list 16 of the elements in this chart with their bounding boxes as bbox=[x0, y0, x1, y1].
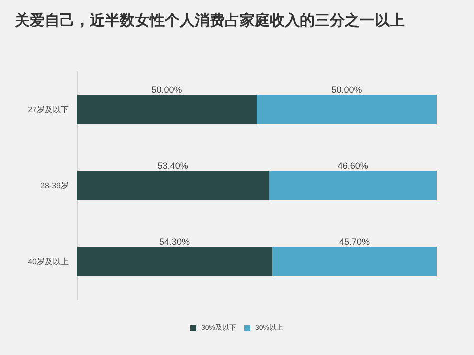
data-label: 46.60% bbox=[338, 161, 368, 172]
bar bbox=[257, 96, 437, 124]
y-tick-label: 27岁及以下 bbox=[28, 106, 69, 114]
data-label: 53.40% bbox=[158, 161, 188, 172]
bar bbox=[272, 248, 437, 276]
bar bbox=[77, 172, 270, 200]
bar bbox=[269, 172, 437, 200]
data-label: 50.00% bbox=[152, 85, 182, 96]
data-label: 50.00% bbox=[332, 85, 362, 96]
bar bbox=[77, 96, 257, 124]
y-tick-label: 40岁及以上 bbox=[28, 258, 69, 266]
bar bbox=[77, 248, 272, 276]
chart-title: 关爱自己，近半数女性个人消费占家庭收入的三分之一以上 bbox=[14, 12, 405, 30]
data-label: 54.30% bbox=[159, 237, 190, 248]
data-label: 45.70% bbox=[339, 237, 370, 248]
y-tick-label: 28-39岁 bbox=[40, 182, 69, 190]
